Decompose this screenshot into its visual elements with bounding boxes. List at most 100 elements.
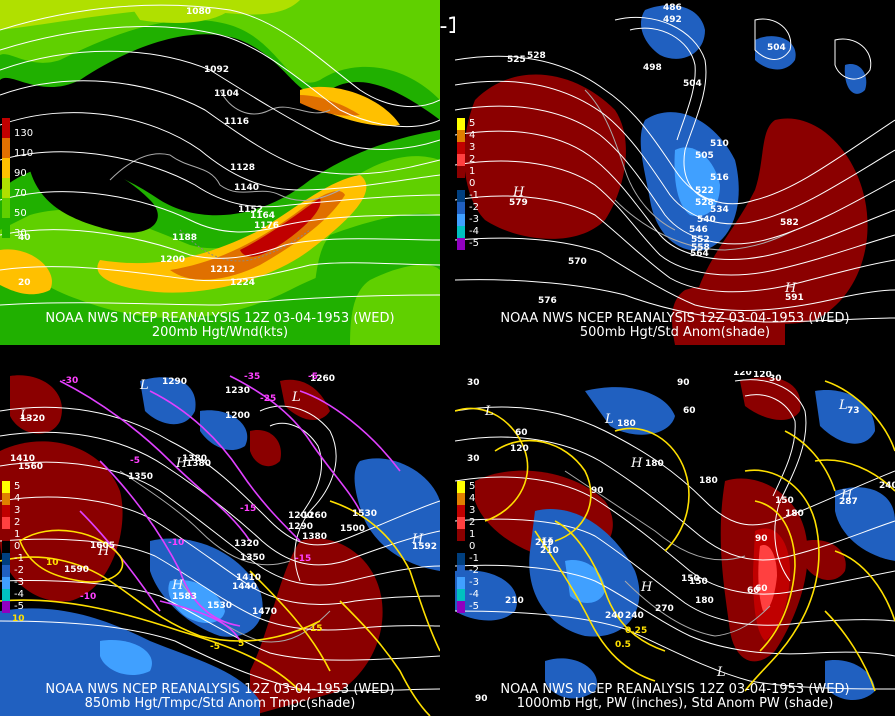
legend-label: -3: [469, 214, 479, 225]
legend-label: -5: [469, 238, 479, 249]
svg-text:H: H: [411, 532, 424, 547]
contour-label: 534: [710, 205, 729, 215]
legend-label: -3: [469, 577, 479, 588]
contour-label: 1200: [225, 411, 250, 421]
contour-label: 120: [510, 444, 529, 454]
contour-label: 60: [755, 584, 768, 594]
legend-label: 4: [14, 493, 21, 504]
contour-label: 591: [785, 293, 804, 303]
contour-label: 1092: [204, 65, 229, 75]
legend-label: 90: [14, 168, 27, 179]
legend-label: 0: [469, 541, 476, 552]
contour-label: 240: [605, 611, 624, 621]
temp-label: -10: [168, 538, 184, 548]
contour-label: 1200: [160, 255, 185, 265]
legend-label: 50: [14, 208, 27, 219]
contour-label: 579: [509, 198, 528, 208]
contour-label: 1260: [310, 374, 335, 384]
legend-label: 1: [14, 529, 21, 540]
contour-label: 90: [475, 694, 488, 704]
legend-label: -4: [14, 589, 24, 600]
contour-label: 540: [697, 215, 716, 225]
contour-label: 1500: [340, 524, 365, 534]
legend-label: -1: [469, 190, 479, 201]
panel-1000mb: 30 90 120 120 150 180 210 240 270 60 60 …: [455, 371, 895, 716]
temp-label: -30: [62, 376, 78, 386]
panel-caption: NOAA NWS NCEP REANALYSIS 12Z 03-04-1953 …: [45, 682, 395, 697]
contour-label: 210: [505, 596, 524, 606]
svg-text:H: H: [97, 544, 110, 559]
contour-label: 525: [507, 55, 526, 65]
contour-label: 180: [645, 459, 664, 469]
svg-text:H: H: [640, 580, 653, 595]
panel-200mb: 1080 1092 1104 1116 1128 1140 1152 1164 …: [0, 0, 440, 345]
temp-label: -25: [260, 394, 276, 404]
contour-label: 240: [879, 481, 895, 491]
temp-label: -35: [244, 372, 260, 382]
contour-label: 1128: [230, 163, 255, 173]
contour-label: 558: [691, 243, 710, 253]
legend-label: 3: [469, 505, 476, 516]
contour-label: 528: [527, 51, 546, 61]
contour-label: 1590: [64, 565, 89, 575]
contour-label: 1104: [214, 89, 239, 99]
contour-label: 522: [695, 186, 714, 196]
contour-label: 504: [767, 43, 786, 53]
contour-label: 1116: [224, 117, 249, 127]
legend-label: -5: [14, 601, 24, 612]
panel-subcaption: 200mb Hgt/Wnd(kts): [151, 325, 289, 340]
legend-label: 30: [14, 228, 27, 239]
legend-label: -3: [14, 577, 24, 588]
contour-label: 180: [617, 419, 636, 429]
pw-label: 0.25: [625, 626, 647, 636]
panel-caption: NOAA NWS NCEP REANALYSIS 12Z 03-04-1953 …: [500, 311, 850, 326]
legend-label: 4: [469, 493, 476, 504]
legend-label: 0: [14, 541, 21, 552]
pw-label: 0.5: [615, 640, 631, 650]
contour-label: 1605: [90, 541, 115, 551]
contour-label: 552: [691, 235, 710, 245]
contour-label: 1410: [10, 454, 35, 464]
contour-label: 1212: [210, 265, 235, 275]
contour-label: 1200: [288, 511, 313, 521]
legend-label: 1: [469, 529, 476, 540]
svg-text:L: L: [716, 665, 726, 680]
contour-label: 1410: [236, 573, 261, 583]
contour-label: 582: [780, 218, 799, 228]
legend-label: -1: [469, 553, 479, 564]
contour-label: 546: [689, 225, 708, 235]
contour-label: 505: [695, 151, 714, 161]
contour-label: 180: [785, 509, 804, 519]
legend-label: 3: [14, 505, 21, 516]
legend-label: 5: [469, 481, 476, 492]
contour-label: 90: [755, 534, 768, 544]
contour-label: 1380: [182, 454, 207, 464]
anomaly-legend: 5 4 3 2 1 0 -1 -2 -3 -4 -5: [457, 118, 487, 250]
temp-label: 15: [310, 624, 323, 634]
legend-label: -4: [469, 589, 479, 600]
contour-label: 20: [18, 278, 31, 288]
contour-label: 1350: [128, 472, 153, 482]
svg-text:L: L: [19, 408, 29, 423]
temp-label: 10: [46, 558, 59, 568]
legend-label: 3: [469, 142, 476, 153]
contour-label: 1152: [238, 205, 263, 215]
legend-label: 0: [469, 178, 476, 189]
contour-label: 570: [568, 257, 587, 267]
panel-500mb: 528 525 486 492 498 504 510 516 522 528 …: [455, 0, 895, 345]
contour-label: 150: [775, 496, 794, 506]
contour-label: 120: [753, 371, 772, 380]
contour-label: 30: [769, 374, 782, 384]
legend-label: 2: [469, 154, 476, 165]
contour-label: 1560: [18, 462, 43, 472]
contour-label: 1380: [302, 532, 327, 542]
contour-label: 1380: [186, 459, 211, 469]
temp-label: -5: [130, 456, 140, 466]
legend-label: -2: [469, 565, 479, 576]
svg-text:L: L: [838, 398, 848, 413]
contour-label: 90: [591, 486, 604, 496]
legend-label: -4: [469, 226, 479, 237]
contour-label: 287: [839, 497, 858, 507]
contour-label: 210: [540, 546, 559, 556]
panel-caption: NOAA NWS NCEP REANALYSIS 12Z 03-04-1953 …: [45, 311, 395, 326]
